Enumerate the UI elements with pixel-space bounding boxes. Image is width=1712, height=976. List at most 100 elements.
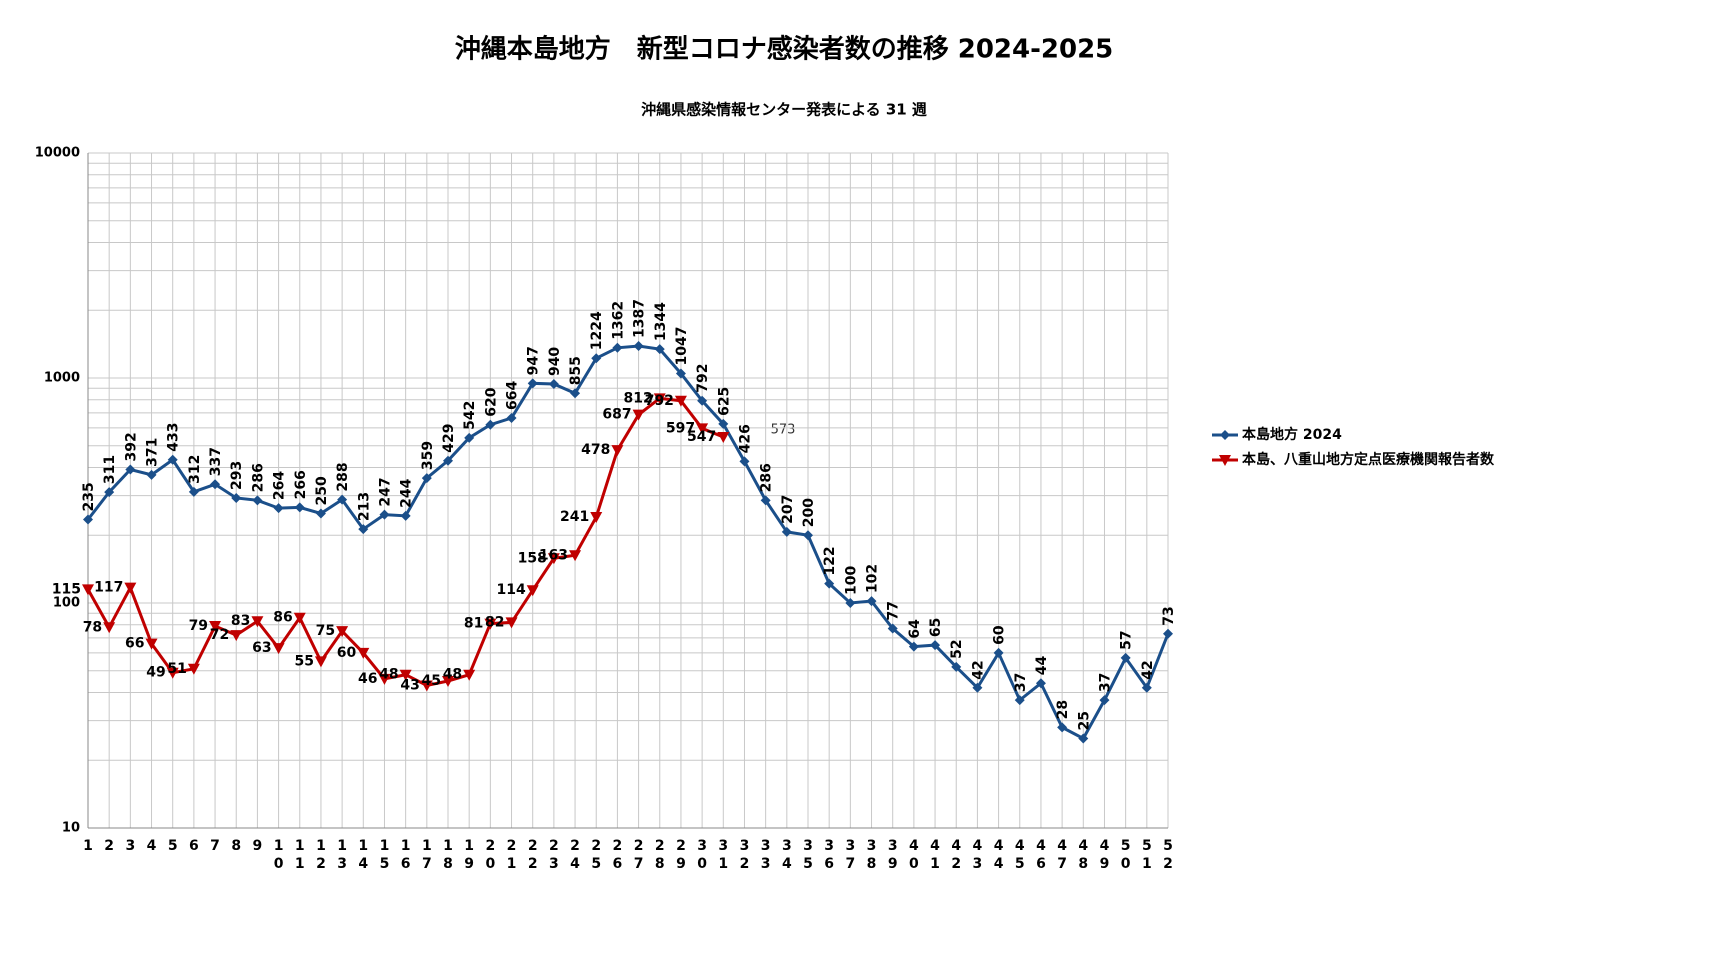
marker [252, 495, 263, 506]
marker [104, 487, 115, 498]
marker [1014, 695, 1025, 706]
marker [547, 553, 560, 565]
annotation: 573 [771, 423, 796, 438]
data-label: 100 [843, 566, 859, 595]
marker [378, 673, 391, 685]
marker [972, 682, 983, 693]
marker [230, 630, 243, 642]
data-label: 73 [1161, 606, 1177, 625]
marker [696, 423, 709, 435]
marker [272, 643, 285, 655]
data-label: 117 [94, 580, 123, 596]
chart-subtitle: 沖縄県感染情報センター発表による 31 週 [641, 101, 927, 119]
x-tick-label: 5 [168, 838, 178, 854]
data-label: 37 [1013, 673, 1029, 692]
marker [293, 612, 306, 624]
data-label: 244 [399, 478, 415, 507]
data-label: 1047 [674, 327, 690, 366]
data-label: 44 [1034, 655, 1050, 675]
marker [421, 473, 432, 484]
data-label: 264 [272, 471, 288, 500]
x-tick-label: 9 [253, 838, 263, 854]
data-label: 337 [208, 447, 224, 476]
marker [803, 530, 813, 541]
marker [336, 626, 349, 638]
marker [505, 617, 518, 629]
data-label: 86 [273, 610, 292, 626]
marker [464, 432, 475, 443]
legend-marker [1220, 430, 1230, 440]
data-label: 664 [505, 381, 521, 410]
y-tick-label: 10 [62, 821, 80, 836]
data-label: 81 [464, 616, 483, 632]
marker [145, 638, 158, 650]
marker [697, 395, 708, 406]
data-label: 83 [231, 613, 250, 629]
marker [315, 508, 326, 519]
y-tick-label: 10000 [35, 146, 80, 161]
chart-title: 沖縄本島地方 新型コロナ感染者数の推移 2024-2025 [455, 34, 1114, 65]
data-label: 122 [822, 546, 838, 575]
data-label: 60 [992, 625, 1008, 645]
data-label: 72 [210, 627, 229, 643]
legend-label: 本島、八重山地方定点医療機関報告者数 [1242, 451, 1495, 468]
marker [951, 661, 962, 672]
data-label: 57 [1119, 630, 1135, 649]
x-tick-label: 4 [147, 838, 157, 854]
marker [484, 618, 497, 630]
data-label: 43 [400, 677, 419, 693]
data-label: 63 [252, 640, 271, 656]
marker [166, 667, 179, 679]
data-label: 792 [645, 393, 674, 409]
data-label: 620 [483, 387, 499, 416]
data-label: 51 [167, 661, 186, 677]
x-tick-label: 3 [125, 838, 135, 854]
data-label: 940 [547, 347, 563, 376]
y-tick-label: 100 [53, 596, 80, 611]
marker [633, 341, 644, 352]
data-label: 1362 [610, 301, 626, 340]
marker [124, 582, 137, 594]
data-label: 625 [716, 387, 732, 416]
data-label: 286 [759, 463, 775, 492]
data-label: 207 [780, 495, 796, 524]
data-label: 266 [293, 470, 309, 499]
data-label: 60 [337, 645, 357, 661]
series-line [86, 344, 1170, 741]
marker [570, 388, 581, 399]
data-label: 42 [970, 660, 986, 679]
data-label: 547 [687, 429, 716, 445]
data-label: 37 [1097, 673, 1113, 692]
marker [993, 647, 1004, 658]
data-label: 429 [441, 423, 457, 452]
marker [632, 409, 645, 421]
marker [358, 524, 369, 535]
data-label: 28 [1055, 700, 1071, 719]
marker [718, 418, 729, 429]
marker [674, 395, 687, 407]
marker [548, 379, 559, 390]
marker [506, 413, 517, 424]
marker [887, 623, 898, 634]
data-label: 65 [928, 618, 944, 637]
data-label: 392 [123, 432, 139, 461]
marker [210, 479, 221, 490]
data-label: 48 [379, 667, 398, 683]
data-label: 200 [801, 498, 817, 527]
